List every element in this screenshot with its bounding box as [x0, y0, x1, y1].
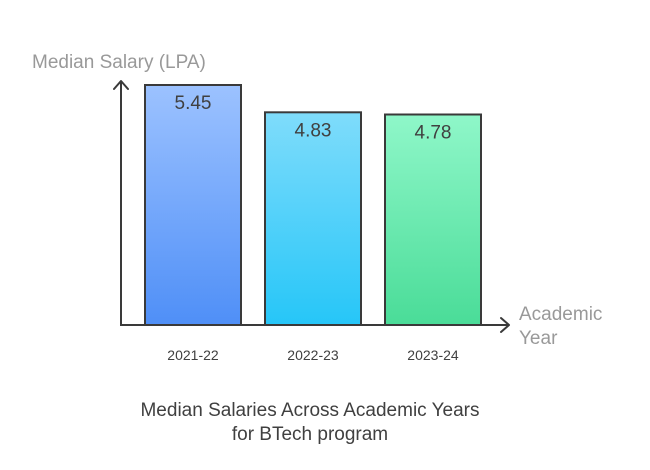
- bar-2021-22: [144, 84, 242, 326]
- x-tick-label: 2021-22: [167, 347, 219, 363]
- bar-value-label: 4.78: [415, 123, 452, 144]
- chart-title-line1: Median Salaries Across Academic Years: [140, 400, 479, 421]
- bar-2022-23: [264, 111, 362, 326]
- bar-2023-24: [384, 113, 482, 326]
- x-tick-label: 2023-24: [407, 347, 459, 363]
- x-axis-label-line1: Academic: [519, 304, 602, 325]
- x-axis-label-line2: Year: [519, 328, 558, 349]
- x-tick-label: 2022-23: [287, 347, 339, 363]
- bars: 5.45 2021-22 4.83 2022-23 4.78 2023-24: [144, 84, 482, 363]
- bar-value-label: 4.83: [295, 120, 332, 141]
- y-axis-arrow: [113, 80, 129, 90]
- chart-title-line2: for BTech program: [232, 424, 388, 445]
- x-axis-arrow: [500, 317, 510, 333]
- y-axis-label: Median Salary (LPA): [32, 52, 206, 73]
- bar-value-label: 5.45: [175, 93, 212, 114]
